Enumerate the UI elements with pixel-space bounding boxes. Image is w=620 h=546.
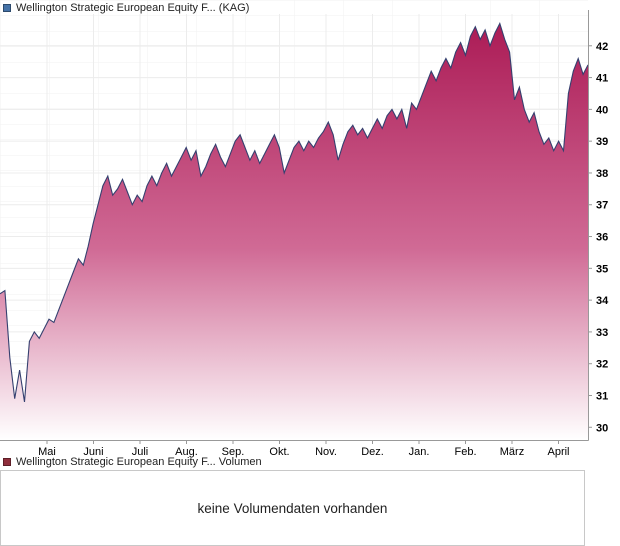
svg-text:Feb.: Feb. — [454, 446, 476, 458]
svg-text:35: 35 — [596, 263, 608, 275]
price-chart: 30 31 32 33 34 35 36 37 38 39 40 41 42 Mai Juni Juli Aug… — [0, 0, 609, 458]
svg-text:31: 31 — [596, 390, 608, 402]
volume-panel: keine Volumendaten vorhanden — [0, 470, 585, 546]
price-legend: Wellington Strategic European Equity F..… — [3, 2, 249, 14]
svg-text:42: 42 — [596, 41, 608, 53]
svg-text:Sep.: Sep. — [222, 446, 245, 458]
volume-message: keine Volumendaten vorhanden — [197, 500, 388, 516]
svg-text:38: 38 — [596, 168, 608, 180]
volume-legend-label: Wellington Strategic European Equity F..… — [16, 456, 262, 468]
volume-legend-square-icon — [3, 458, 11, 466]
svg-text:Juni: Juni — [83, 446, 103, 458]
svg-text:39: 39 — [596, 136, 608, 148]
volume-legend: Wellington Strategic European Equity F..… — [3, 456, 262, 468]
svg-text:Nov.: Nov. — [315, 446, 337, 458]
svg-text:33: 33 — [596, 327, 608, 339]
svg-text:30: 30 — [596, 422, 608, 434]
svg-text:Mai: Mai — [38, 446, 56, 458]
price-legend-label: Wellington Strategic European Equity F..… — [16, 2, 250, 14]
svg-text:40: 40 — [596, 104, 608, 116]
svg-text:April: April — [547, 446, 569, 458]
svg-text:Dez.: Dez. — [361, 446, 384, 458]
price-legend-square-icon — [3, 4, 11, 12]
svg-text:36: 36 — [596, 232, 608, 244]
svg-text:Aug.: Aug. — [175, 446, 198, 458]
svg-text:32: 32 — [596, 359, 608, 371]
svg-text:Okt.: Okt. — [269, 446, 289, 458]
svg-text:März: März — [500, 446, 524, 458]
svg-text:34: 34 — [596, 295, 609, 307]
svg-text:Jan.: Jan. — [409, 446, 430, 458]
svg-text:Juli: Juli — [132, 446, 149, 458]
svg-text:37: 37 — [596, 200, 608, 212]
svg-text:41: 41 — [596, 73, 608, 85]
